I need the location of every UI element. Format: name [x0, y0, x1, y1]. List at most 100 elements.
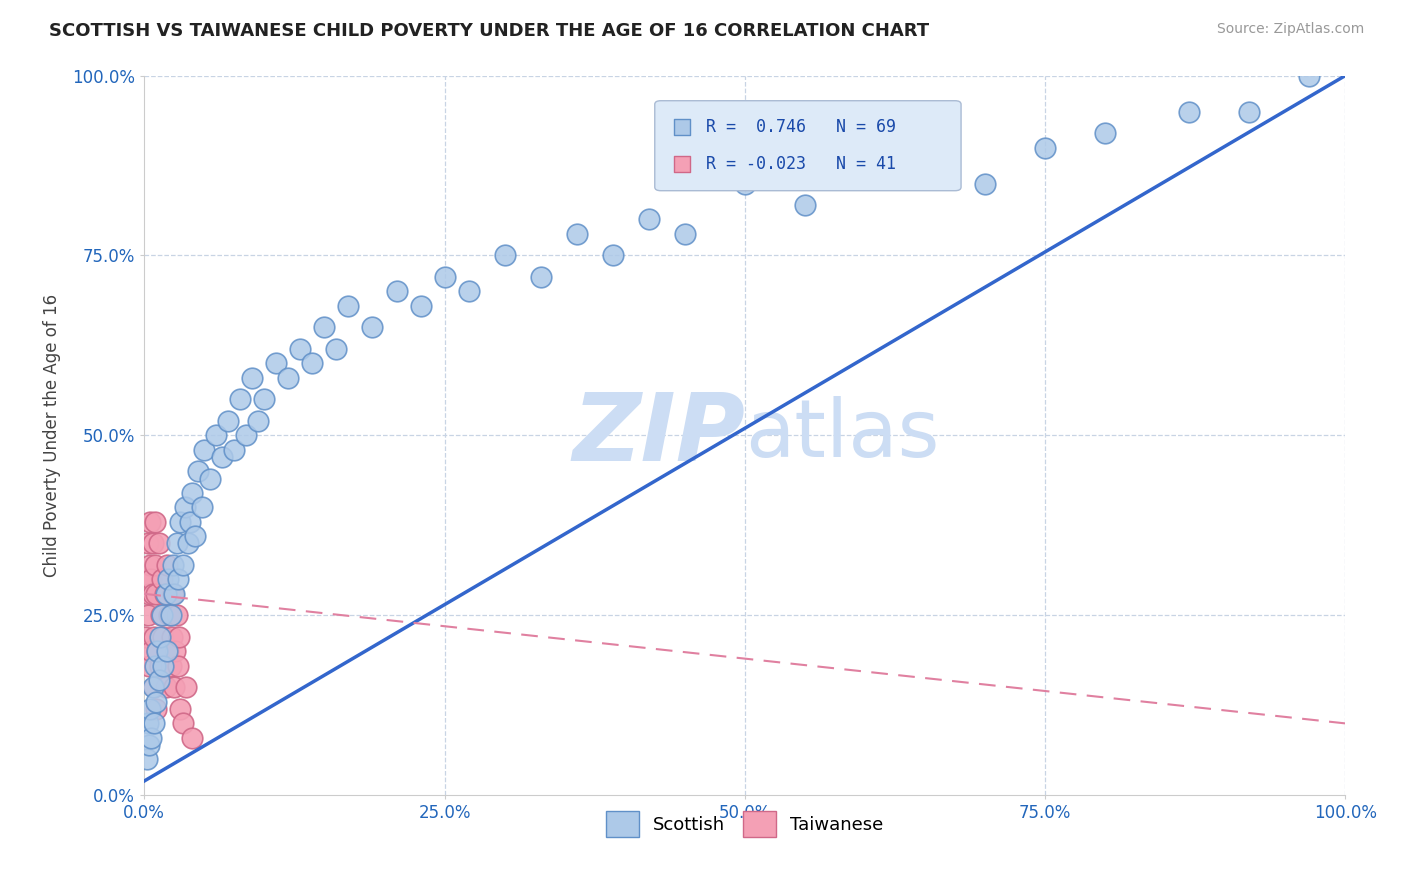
Point: [142, 681, 165, 695]
Point: [181, 486, 204, 500]
Point: [157, 644, 180, 658]
Point: [143, 558, 166, 572]
Point: [494, 248, 516, 262]
Point: [142, 536, 165, 550]
Point: [191, 500, 214, 515]
Point: [148, 536, 170, 550]
Point: [152, 658, 174, 673]
Point: [314, 320, 336, 334]
Point: [167, 573, 190, 587]
Point: [157, 573, 180, 587]
Point: [148, 673, 170, 688]
FancyBboxPatch shape: [655, 101, 962, 191]
Point: [153, 587, 176, 601]
Point: [277, 371, 299, 385]
Point: [266, 356, 288, 370]
Point: [671, 120, 693, 135]
Point: [139, 558, 162, 572]
Point: [136, 608, 159, 623]
Point: [325, 342, 347, 356]
Point: [361, 320, 384, 334]
Text: SCOTTISH VS TAIWANESE CHILD POVERTY UNDER THE AGE OF 16 CORRELATION CHART: SCOTTISH VS TAIWANESE CHILD POVERTY UNDE…: [49, 22, 929, 40]
Point: [172, 716, 194, 731]
Point: [671, 157, 693, 171]
Point: [159, 608, 181, 623]
Text: atlas: atlas: [745, 396, 939, 475]
Point: [136, 716, 159, 731]
Point: [211, 450, 233, 464]
Point: [142, 681, 165, 695]
Point: [155, 681, 177, 695]
Point: [1094, 126, 1116, 140]
Point: [142, 630, 165, 644]
Point: [176, 536, 198, 550]
Point: [145, 587, 167, 601]
Point: [247, 414, 270, 428]
Point: [673, 227, 696, 241]
Point: [176, 681, 198, 695]
Point: [1178, 104, 1201, 119]
Point: [565, 227, 588, 241]
Point: [150, 573, 173, 587]
Point: [163, 587, 186, 601]
Point: [146, 644, 169, 658]
Point: [141, 644, 163, 658]
Point: [174, 500, 197, 515]
Point: [433, 270, 456, 285]
Point: [152, 630, 174, 644]
Point: [159, 608, 181, 623]
Point: [974, 177, 997, 191]
Point: [138, 587, 160, 601]
Point: [457, 285, 479, 299]
Point: [172, 558, 194, 572]
Point: [159, 658, 181, 673]
Text: ZIP: ZIP: [572, 390, 745, 482]
Point: [385, 285, 408, 299]
Point: [142, 587, 165, 601]
Text: R =  0.746   N = 69: R = 0.746 N = 69: [706, 119, 897, 136]
Point: [135, 573, 157, 587]
Point: [146, 644, 169, 658]
Point: [301, 356, 323, 370]
Text: R = -0.023   N = 41: R = -0.023 N = 41: [706, 155, 897, 173]
Point: [150, 608, 173, 623]
Point: [183, 529, 205, 543]
Point: [141, 731, 163, 745]
Point: [149, 630, 172, 644]
Point: [179, 515, 201, 529]
Point: [135, 752, 157, 766]
Point: [200, 472, 222, 486]
Point: [162, 587, 184, 601]
Point: [155, 587, 177, 601]
Y-axis label: Child Poverty Under the Age of 16: Child Poverty Under the Age of 16: [44, 293, 60, 577]
Point: [138, 658, 160, 673]
Point: [253, 392, 276, 407]
Point: [163, 681, 186, 695]
Point: [139, 702, 162, 716]
Point: [150, 608, 173, 623]
Point: [290, 342, 312, 356]
Point: [167, 630, 190, 644]
Point: [169, 702, 191, 716]
Point: [156, 644, 179, 658]
Point: [229, 392, 252, 407]
Point: [235, 428, 257, 442]
Point: [187, 465, 209, 479]
Point: [1033, 140, 1056, 154]
Point: [181, 731, 204, 745]
Point: [1239, 104, 1261, 119]
Point: [217, 414, 239, 428]
Point: [853, 155, 876, 169]
Point: [143, 515, 166, 529]
Point: [160, 630, 183, 644]
Point: [136, 536, 159, 550]
Point: [143, 658, 166, 673]
Point: [167, 658, 190, 673]
Point: [734, 177, 756, 191]
Point: [205, 428, 228, 442]
Point: [149, 658, 172, 673]
Point: [139, 515, 162, 529]
Point: [530, 270, 553, 285]
Point: [793, 198, 815, 212]
Point: [166, 536, 188, 550]
